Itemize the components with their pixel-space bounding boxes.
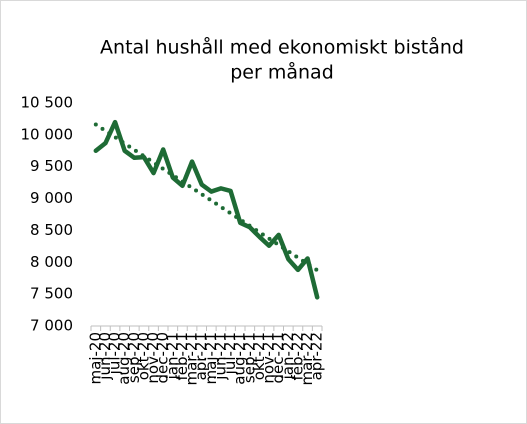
chart-title: Antal hushåll med ekonomiskt bistånd: [100, 36, 464, 59]
x-tick-label: aug-21: [231, 332, 249, 385]
x-tick-label: sep-21: [240, 332, 258, 383]
data-line: [93, 119, 320, 300]
x-tick-label: dec-21: [269, 332, 287, 384]
chart-title: per månad: [230, 61, 334, 84]
x-tick-label: jun-21: [211, 332, 229, 381]
y-tick-label: 9 500: [30, 157, 73, 175]
x-tick-label: apr-22: [308, 332, 326, 380]
x-tick-label: okt-21: [250, 332, 268, 380]
y-tick-label: 8 500: [30, 221, 73, 239]
x-tick-label: okt-20: [134, 332, 152, 380]
x-tick-label: mar-21: [183, 332, 201, 386]
x-tick-label: aug-20: [115, 332, 133, 385]
x-tick-label: sep-20: [125, 332, 143, 383]
x-tick-label: feb-21: [173, 332, 191, 381]
x-tick-label: jan-22: [279, 332, 297, 380]
x-tick-label: jan-21: [163, 332, 181, 380]
x-tick-label: feb-22: [288, 332, 306, 381]
x-tick-label: nov-20: [144, 332, 162, 384]
x-tick-label: maj-20: [86, 332, 104, 384]
x-tick-label: jul-20: [106, 332, 124, 375]
y-tick-label: 9 000: [30, 189, 73, 207]
x-tick-label: nov-21: [260, 332, 278, 384]
x-tick-label: mar-22: [298, 332, 316, 386]
x-tick-label: jun-20: [96, 332, 114, 381]
x-tick-label: dec-20: [154, 332, 172, 384]
y-tick-label: 7 500: [30, 285, 73, 303]
y-tick-label: 10 500: [21, 94, 74, 112]
x-tick-label: maj-21: [202, 332, 220, 384]
y-tick-label: 8 000: [30, 253, 73, 271]
x-tick-label: apr-21: [192, 332, 210, 380]
y-tick-label: 7 000: [30, 317, 73, 335]
y-tick-label: 10 000: [21, 125, 74, 143]
x-tick-label: jul-21: [221, 332, 239, 375]
